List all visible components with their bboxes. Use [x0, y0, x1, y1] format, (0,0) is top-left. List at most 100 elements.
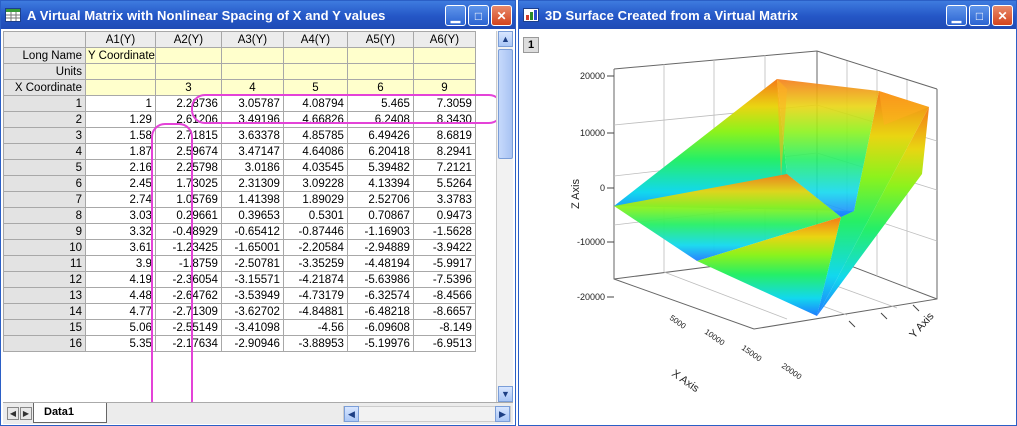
prev-sheet-button[interactable]: ◀: [7, 407, 19, 420]
long-name-cell[interactable]: [346, 47, 414, 64]
row-header[interactable]: 4: [3, 143, 86, 160]
data-cell[interactable]: 6.2408: [346, 111, 414, 128]
data-cell[interactable]: -2.20584: [282, 239, 348, 256]
data-cell[interactable]: 2.61206: [154, 111, 222, 128]
row-header[interactable]: 6: [3, 175, 86, 192]
data-cell[interactable]: -1.16903: [346, 223, 414, 240]
data-cell[interactable]: 2.74: [85, 191, 156, 208]
data-cell[interactable]: 8.3430: [412, 111, 476, 128]
data-cell[interactable]: 3.63378: [220, 127, 284, 144]
scroll-up-button[interactable]: ▲: [498, 31, 513, 47]
data-cell[interactable]: 3.05787: [220, 95, 284, 112]
x-coordinate-cell[interactable]: 3: [154, 79, 222, 96]
scroll-right-button[interactable]: ▶: [495, 406, 510, 422]
data-cell[interactable]: 3.61: [85, 239, 156, 256]
matrix-window-titlebar[interactable]: A Virtual Matrix with Nonlinear Spacing …: [1, 1, 515, 29]
data-cell[interactable]: -4.48194: [346, 255, 414, 272]
x-coordinate-cell[interactable]: 9: [412, 79, 476, 96]
data-cell[interactable]: -8.6657: [412, 303, 476, 320]
data-cell[interactable]: 4.48: [85, 287, 156, 304]
data-cell[interactable]: 2.59674: [154, 143, 222, 160]
data-cell[interactable]: 4.85785: [282, 127, 348, 144]
data-cell[interactable]: 0.5301: [282, 207, 348, 224]
data-cell[interactable]: -8.4566: [412, 287, 476, 304]
units-cell[interactable]: [85, 63, 156, 80]
column-header[interactable]: A6(Y): [412, 31, 476, 48]
data-cell[interactable]: 5.5264: [412, 175, 476, 192]
data-cell[interactable]: -6.9513: [412, 335, 476, 352]
data-cell[interactable]: 5.35: [85, 335, 156, 352]
data-cell[interactable]: 4.03545: [282, 159, 348, 176]
data-cell[interactable]: 2.16: [85, 159, 156, 176]
data-cell[interactable]: -2.50781: [220, 255, 284, 272]
data-cell[interactable]: -5.9917: [412, 255, 476, 272]
column-header[interactable]: A2(Y): [154, 31, 222, 48]
data-cell[interactable]: 4.66826: [282, 111, 348, 128]
column-header[interactable]: A5(Y): [346, 31, 414, 48]
data-cell[interactable]: 7.2121: [412, 159, 476, 176]
close-button[interactable]: ✕: [992, 5, 1013, 26]
data-cell[interactable]: 2.52706: [346, 191, 414, 208]
row-header[interactable]: 2: [3, 111, 86, 128]
data-cell[interactable]: 2.25798: [154, 159, 222, 176]
row-header[interactable]: 7: [3, 191, 86, 208]
data-cell[interactable]: -1.5628: [412, 223, 476, 240]
x-coordinate-cell[interactable]: 4: [220, 79, 284, 96]
data-cell[interactable]: -0.48929: [154, 223, 222, 240]
worksheet-grid[interactable]: A1(Y) A2(Y) A3(Y) A4(Y) A5(Y) A6(Y) Long…: [3, 31, 495, 402]
data-cell[interactable]: -1.23425: [154, 239, 222, 256]
data-cell[interactable]: 4.08794: [282, 95, 348, 112]
column-header[interactable]: A4(Y): [282, 31, 348, 48]
data-cell[interactable]: 3.0186: [220, 159, 284, 176]
data-cell[interactable]: 4.77: [85, 303, 156, 320]
data-cell[interactable]: -0.65412: [220, 223, 284, 240]
row-header[interactable]: 15: [3, 319, 86, 336]
data-cell[interactable]: 1.89029: [282, 191, 348, 208]
data-cell[interactable]: 3.9: [85, 255, 156, 272]
row-header[interactable]: 1: [3, 95, 86, 112]
row-header[interactable]: 12: [3, 271, 86, 288]
data-cell[interactable]: 3.49196: [220, 111, 284, 128]
row-header[interactable]: 13: [3, 287, 86, 304]
data-cell[interactable]: 2.28736: [154, 95, 222, 112]
data-cell[interactable]: 5.39482: [346, 159, 414, 176]
corner-cell[interactable]: [3, 31, 86, 48]
units-label[interactable]: Units: [3, 63, 86, 80]
row-header[interactable]: 5: [3, 159, 86, 176]
data-cell[interactable]: 4.19: [85, 271, 156, 288]
maximize-button[interactable]: □: [969, 5, 990, 26]
layer-indicator[interactable]: 1: [523, 37, 539, 53]
data-cell[interactable]: 1.73025: [154, 175, 222, 192]
data-cell[interactable]: 3.3783: [412, 191, 476, 208]
long-name-cell[interactable]: Y Coordinate: [85, 47, 156, 64]
long-name-cell[interactable]: [282, 47, 348, 64]
x-coordinate-label[interactable]: X Coordinate: [3, 79, 86, 96]
data-cell[interactable]: 8.2941: [412, 143, 476, 160]
data-cell[interactable]: -2.17634: [154, 335, 222, 352]
data-cell[interactable]: 2.71815: [154, 127, 222, 144]
data-cell[interactable]: -2.36054: [154, 271, 222, 288]
data-cell[interactable]: 7.3059: [412, 95, 476, 112]
data-cell[interactable]: -4.56: [282, 319, 348, 336]
data-cell[interactable]: 4.13394: [346, 175, 414, 192]
data-cell[interactable]: -6.32574: [346, 287, 414, 304]
minimize-button[interactable]: ▁: [445, 5, 466, 26]
column-header[interactable]: A3(Y): [220, 31, 284, 48]
data-cell[interactable]: -4.73179: [282, 287, 348, 304]
long-name-cell[interactable]: [220, 47, 284, 64]
units-cell[interactable]: [220, 63, 284, 80]
scroll-down-button[interactable]: ▼: [498, 386, 513, 402]
data-cell[interactable]: 4.64086: [282, 143, 348, 160]
data-cell[interactable]: -1.65001: [220, 239, 284, 256]
data-cell[interactable]: 1.41398: [220, 191, 284, 208]
data-cell[interactable]: 5.06: [85, 319, 156, 336]
row-header[interactable]: 11: [3, 255, 86, 272]
data-cell[interactable]: -3.9422: [412, 239, 476, 256]
row-header[interactable]: 16: [3, 335, 86, 352]
vertical-scrollbar[interactable]: ▲ ▼: [496, 31, 513, 402]
data-cell[interactable]: -3.62702: [220, 303, 284, 320]
close-button[interactable]: ✕: [491, 5, 512, 26]
row-header[interactable]: 9: [3, 223, 86, 240]
scroll-thumb[interactable]: [498, 49, 513, 159]
data-cell[interactable]: -2.64762: [154, 287, 222, 304]
